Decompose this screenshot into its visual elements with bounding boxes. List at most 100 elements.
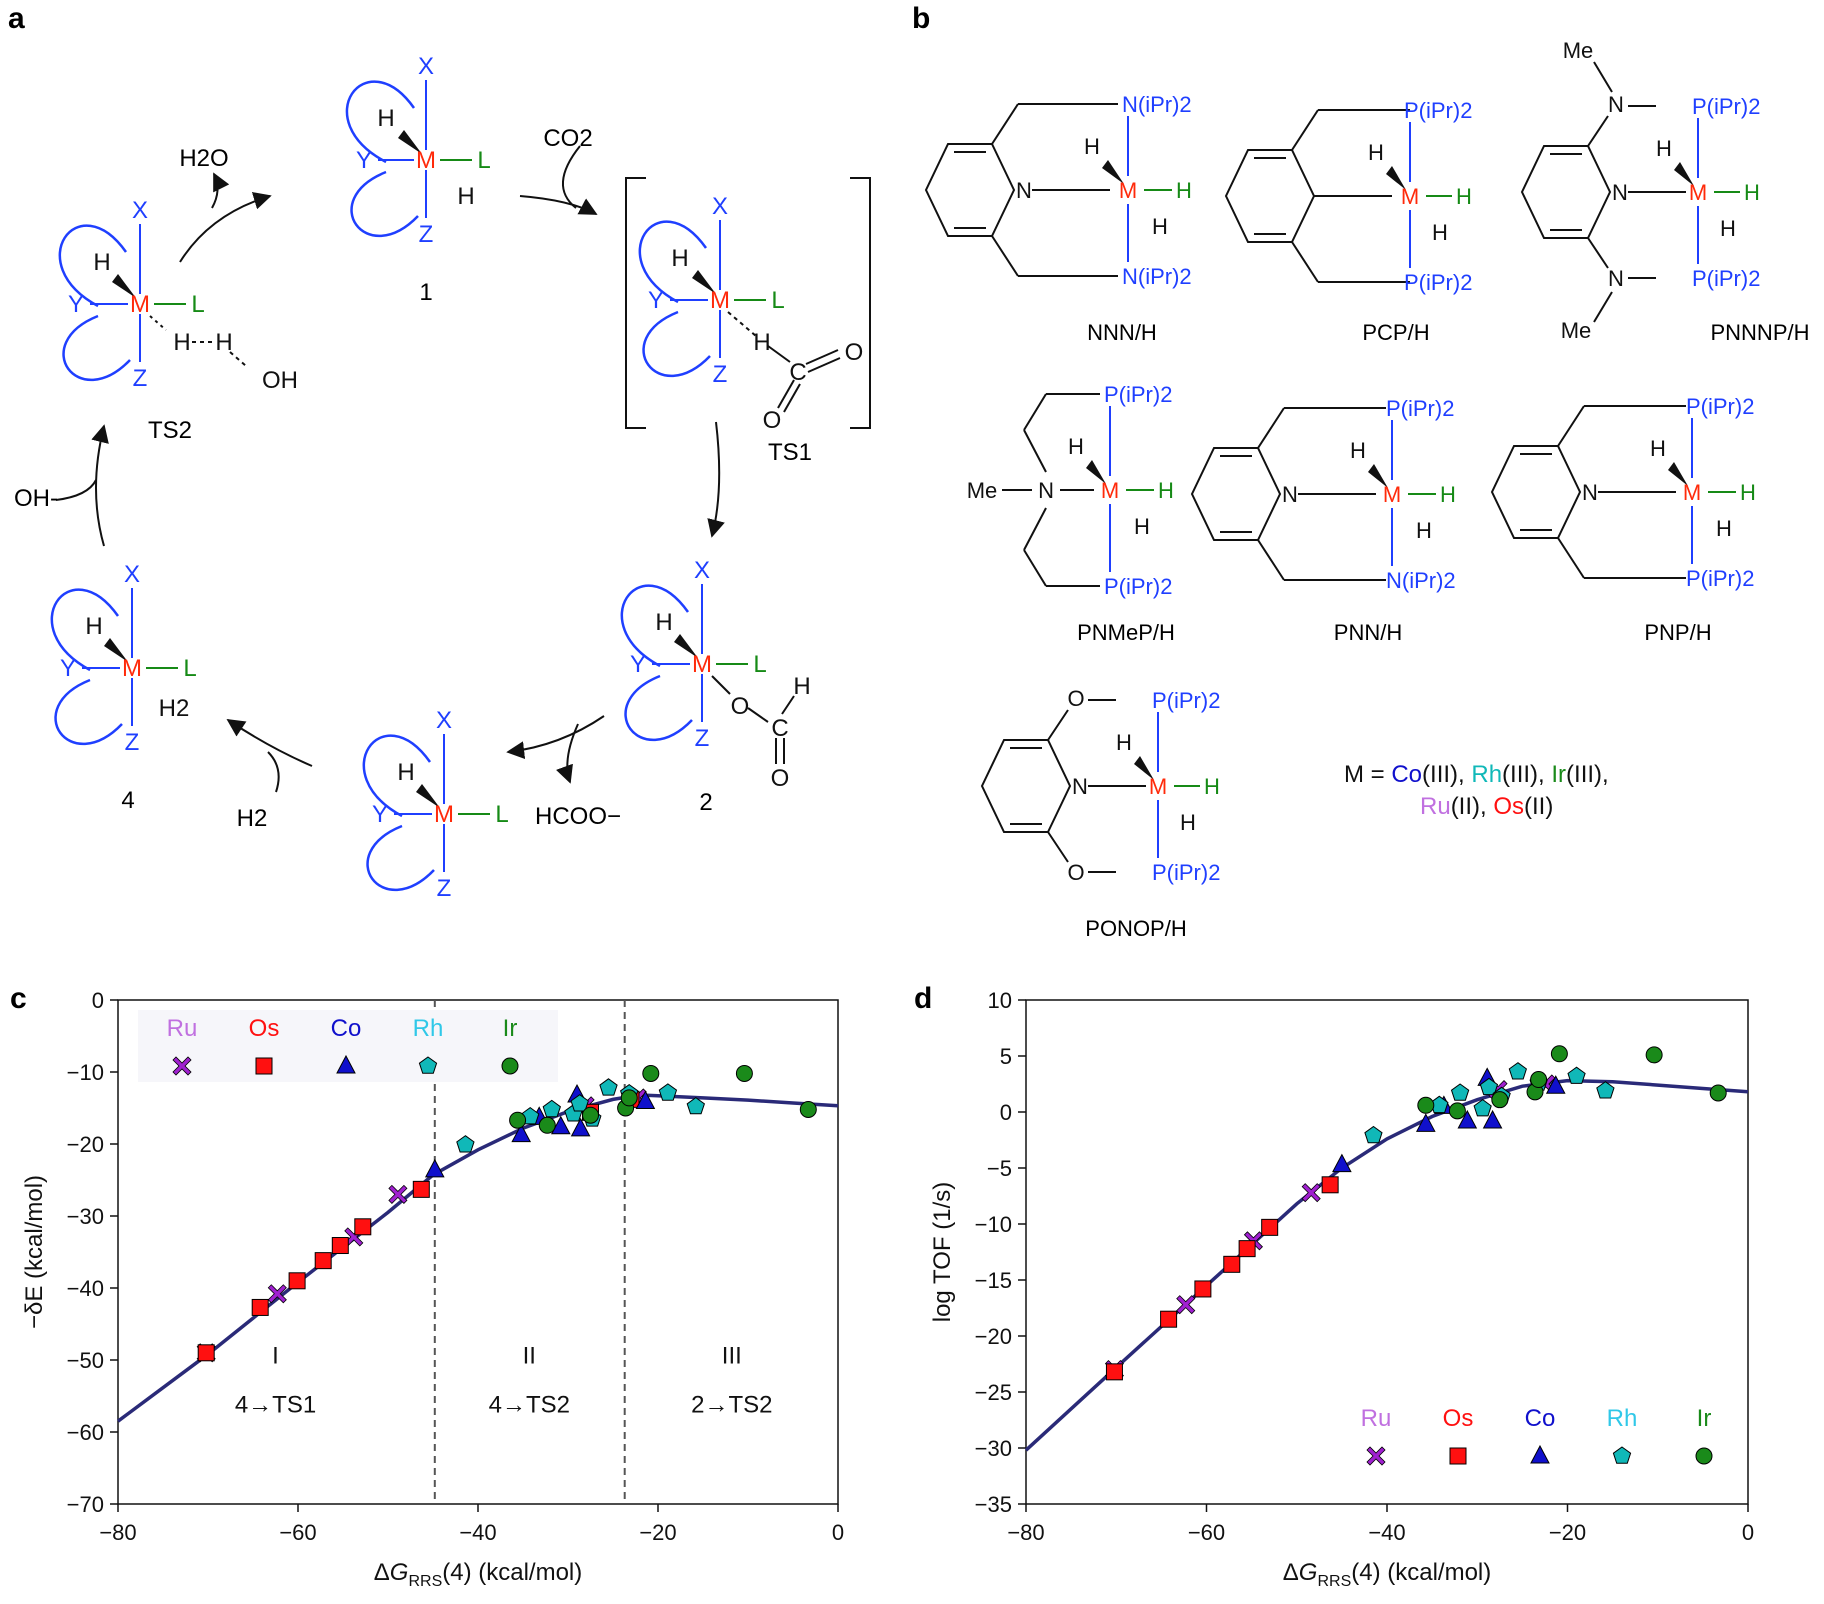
- arrow-2-to-vacant: [506, 715, 605, 760]
- catalytic-cycle: M X Y Z L H H 1 M X Y Z: [14, 53, 871, 902]
- donor-label: P(iPr)2: [1104, 574, 1172, 599]
- data-point-ir: [1645, 1046, 1663, 1064]
- h-label: H: [1116, 730, 1132, 755]
- hydroxide-reagent-label: OH-: [14, 485, 58, 512]
- legend-marker-ru: [172, 1056, 192, 1076]
- x-label: X: [436, 707, 452, 734]
- data-point-os: [251, 1298, 269, 1316]
- hydride-label: H: [655, 609, 672, 636]
- legend-rh-ox: (III),: [1502, 761, 1551, 788]
- formate-label: HCOO−: [535, 803, 621, 830]
- n-label: N: [1072, 774, 1088, 799]
- x-tick-label: −40: [459, 1520, 496, 1545]
- legend-co: Co: [1391, 761, 1422, 788]
- legend-label-co: Co: [331, 1015, 362, 1042]
- data-point-rh: [658, 1083, 678, 1101]
- data-point-co: [570, 1117, 591, 1137]
- metal-label: M: [1383, 482, 1401, 507]
- y-tick-label: −30: [67, 1204, 104, 1229]
- x-label: X: [694, 557, 710, 584]
- y-tick-label: 10: [988, 988, 1012, 1013]
- oxygen-label: O: [771, 765, 790, 792]
- h-label: H: [1180, 810, 1196, 835]
- data-point-os: [1223, 1255, 1241, 1273]
- legend-marker-ru: [1366, 1446, 1386, 1466]
- y-axis-label: log TOF (1/s): [929, 1182, 956, 1322]
- ligand-pnmep: N Me M H H H P(iPr)2 P(iPr)2: [967, 382, 1174, 599]
- data-point-rh: [686, 1096, 705, 1115]
- h-label: H: [1368, 140, 1384, 165]
- donor-label: P(iPr)2: [1686, 394, 1754, 419]
- hydride-label: H: [457, 183, 474, 210]
- arrow-ts1-to-2: [707, 421, 725, 538]
- panel-label-b: b: [912, 2, 930, 35]
- data-point-ir: [509, 1111, 527, 1129]
- x-tick-label: −40: [1368, 1520, 1405, 1545]
- oxygen-label: O: [731, 693, 750, 720]
- svg-text:M = Co(III), Rh(III), Ir(III),: M = Co(III), Rh(III), Ir(III),: [1344, 761, 1609, 788]
- hydride-label: H: [671, 245, 688, 272]
- y-axis-label: −δE (kcal/mol): [21, 1175, 48, 1329]
- data-point-co: [1415, 1113, 1436, 1132]
- donor-label: P(iPr)2: [1692, 266, 1760, 291]
- legend-marker-ir: [501, 1057, 519, 1075]
- x-tick-label: −20: [1549, 1520, 1586, 1545]
- y-tick-label: −10: [975, 1212, 1012, 1237]
- donor-label: P(iPr)2: [1152, 860, 1220, 885]
- z-label: Z: [419, 221, 434, 248]
- data-point-ru: [388, 1184, 408, 1204]
- h-label: H: [1350, 438, 1366, 463]
- legend-marker-co: [1530, 1444, 1550, 1464]
- metal-label: M: [416, 147, 436, 174]
- hydride-label: H: [397, 759, 414, 786]
- x-label: X: [132, 197, 148, 224]
- data-point-rh: [1508, 1062, 1527, 1080]
- region-path-label: 4→TS2: [489, 1392, 570, 1419]
- metal-label: M: [1401, 184, 1419, 209]
- data-point-co: [511, 1123, 532, 1143]
- donor-label: P(iPr)2: [1692, 94, 1760, 119]
- l-label: L: [183, 655, 196, 682]
- o-label: O: [1067, 686, 1084, 711]
- n-label: N: [1612, 180, 1628, 205]
- arrow-4-to-ts2: [91, 424, 109, 547]
- ligand-label: PNP/H: [1644, 620, 1711, 645]
- l-label: L: [495, 801, 508, 828]
- n-label: N: [1582, 480, 1598, 505]
- water-label: H2O: [179, 145, 228, 172]
- arrow-ts2-to-1: [179, 192, 272, 263]
- chart-c-delta-e: −80 −60 −40 −20 0 0 −10 −20 −30 −40 −50 −60 −70 ΔGRRS…: [21, 988, 844, 1590]
- hydride-label: H: [377, 105, 394, 132]
- ligand-pnnnp: N N N Me Me M H H H P(iPr)2 P(iPr)2: [1520, 38, 1760, 343]
- metal-legend: M = Co(III), Rh(III), Ir(III), Ru(II), O…: [1344, 761, 1609, 820]
- ligand-structures: N M H H H N(iPr)2 N(iPr)2 NNN/H M H H H …: [924, 38, 1810, 941]
- x-label: X: [124, 561, 140, 588]
- data-point-os: [197, 1344, 215, 1362]
- species-4-label: 4: [121, 787, 134, 814]
- transition-state-2: M X Y Z L H H H OH: [58, 197, 298, 394]
- y-label: Y: [68, 291, 84, 318]
- x-tick-label: −60: [1188, 1520, 1225, 1545]
- data-point-ir: [642, 1064, 660, 1082]
- data-point-rh: [1596, 1081, 1615, 1099]
- species-1-label: 1: [419, 279, 432, 306]
- donor-label: P(iPr)2: [1686, 566, 1754, 591]
- water-release-arrow: [211, 172, 230, 209]
- methyl-label: Me: [1563, 38, 1594, 63]
- n-label: N: [1608, 266, 1624, 291]
- complex-4: M X Y Z L H H2: [50, 561, 197, 756]
- data-point-co: [424, 1158, 445, 1178]
- legend-ru-ox: (II),: [1451, 793, 1494, 820]
- donor-label: P(iPr)2: [1152, 688, 1220, 713]
- x-tick-label: −60: [279, 1520, 316, 1545]
- l-label: L: [477, 147, 490, 174]
- legend-ir-ox: (III),: [1566, 761, 1609, 788]
- svg-text:Ru(II), Os(II): Ru(II), Os(II): [1420, 793, 1553, 820]
- n-label: N: [1016, 178, 1032, 203]
- data-point-ir: [1709, 1084, 1727, 1102]
- h-label: H: [1158, 478, 1174, 503]
- hydroxide-feed-arrow: [55, 479, 97, 501]
- y-label: Y: [60, 655, 76, 682]
- data-point-ir: [735, 1064, 753, 1082]
- data-point-co: [635, 1090, 656, 1110]
